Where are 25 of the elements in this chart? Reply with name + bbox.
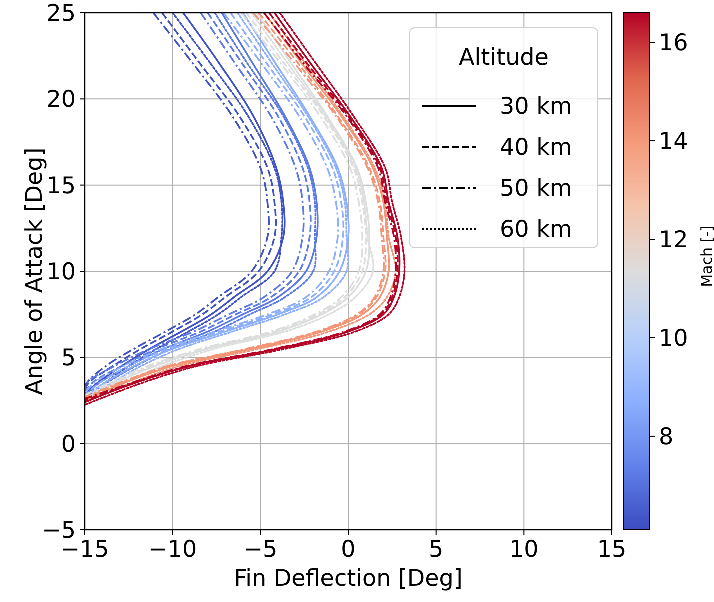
y-tick-label: 0 [61,432,76,458]
x-tick-label: 10 [510,537,539,563]
x-tick-label: −10 [148,537,198,563]
x-axis-title: Fin Deflection [Deg] [234,566,463,592]
color-bar-title: Mach [-] [698,226,714,288]
x-tick-label: 5 [429,537,444,563]
color-bar-label: 8 [659,424,674,450]
color-bar-label: 16 [659,30,688,57]
legend-label: 40 km [500,135,572,161]
legend-label: 50 km [500,176,572,202]
x-tick-label: 0 [341,537,356,563]
legend-label: 30 km [500,94,572,120]
y-tick-label: 15 [46,173,76,200]
legend-title: Altitude [459,45,549,71]
y-tick-label: 20 [46,87,76,114]
x-tick-label: −5 [244,537,278,563]
x-tick-label: 15 [597,537,627,563]
color-bar-label: 10 [659,326,688,352]
color-bar-label: 12 [659,227,688,254]
y-tick-label: 10 [46,260,76,286]
y-tick-label: 25 [46,1,76,27]
color-bar-label: 14 [659,129,688,156]
legend-label: 60 km [500,217,572,243]
y-axis-title: Angle of Attack [Deg] [22,148,48,396]
y-tick-label: 5 [61,346,76,372]
